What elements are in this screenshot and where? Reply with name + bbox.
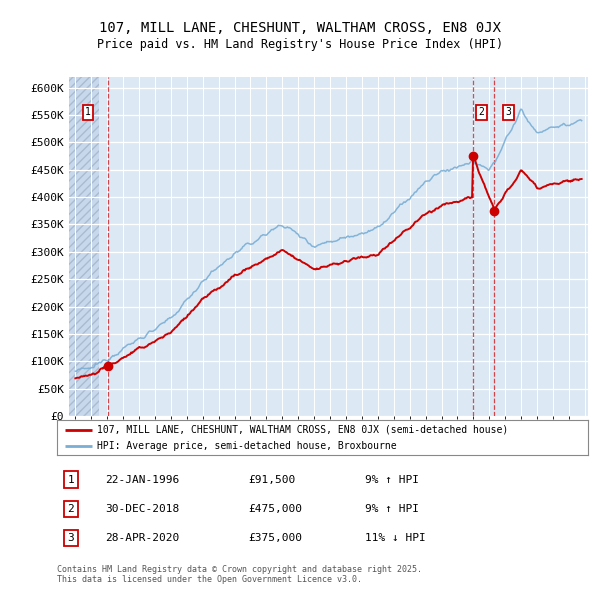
Text: 1: 1 (85, 107, 91, 117)
Bar (69, 77, 99, 416)
Text: 30-DEC-2018: 30-DEC-2018 (105, 504, 179, 514)
Text: Price paid vs. HM Land Registry's House Price Index (HPI): Price paid vs. HM Land Registry's House … (97, 38, 503, 51)
Text: 2: 2 (478, 107, 484, 117)
Text: HPI: Average price, semi-detached house, Broxbourne: HPI: Average price, semi-detached house,… (97, 441, 397, 451)
Text: 22-JAN-1996: 22-JAN-1996 (105, 475, 179, 484)
Text: 3: 3 (68, 533, 74, 543)
Text: 2: 2 (68, 504, 74, 514)
Text: 107, MILL LANE, CHESHUNT, WALTHAM CROSS, EN8 0JX: 107, MILL LANE, CHESHUNT, WALTHAM CROSS,… (99, 21, 501, 35)
Text: 28-APR-2020: 28-APR-2020 (105, 533, 179, 543)
Text: £375,000: £375,000 (248, 533, 302, 543)
Text: 9% ↑ HPI: 9% ↑ HPI (365, 475, 419, 484)
Text: £475,000: £475,000 (248, 504, 302, 514)
Text: £91,500: £91,500 (248, 475, 295, 484)
Text: 9% ↑ HPI: 9% ↑ HPI (365, 504, 419, 514)
Text: Contains HM Land Registry data © Crown copyright and database right 2025.
This d: Contains HM Land Registry data © Crown c… (57, 565, 422, 584)
Text: 1: 1 (68, 475, 74, 484)
Text: 3: 3 (505, 107, 511, 117)
Text: 107, MILL LANE, CHESHUNT, WALTHAM CROSS, EN8 0JX (semi-detached house): 107, MILL LANE, CHESHUNT, WALTHAM CROSS,… (97, 425, 508, 435)
Text: 11% ↓ HPI: 11% ↓ HPI (365, 533, 426, 543)
